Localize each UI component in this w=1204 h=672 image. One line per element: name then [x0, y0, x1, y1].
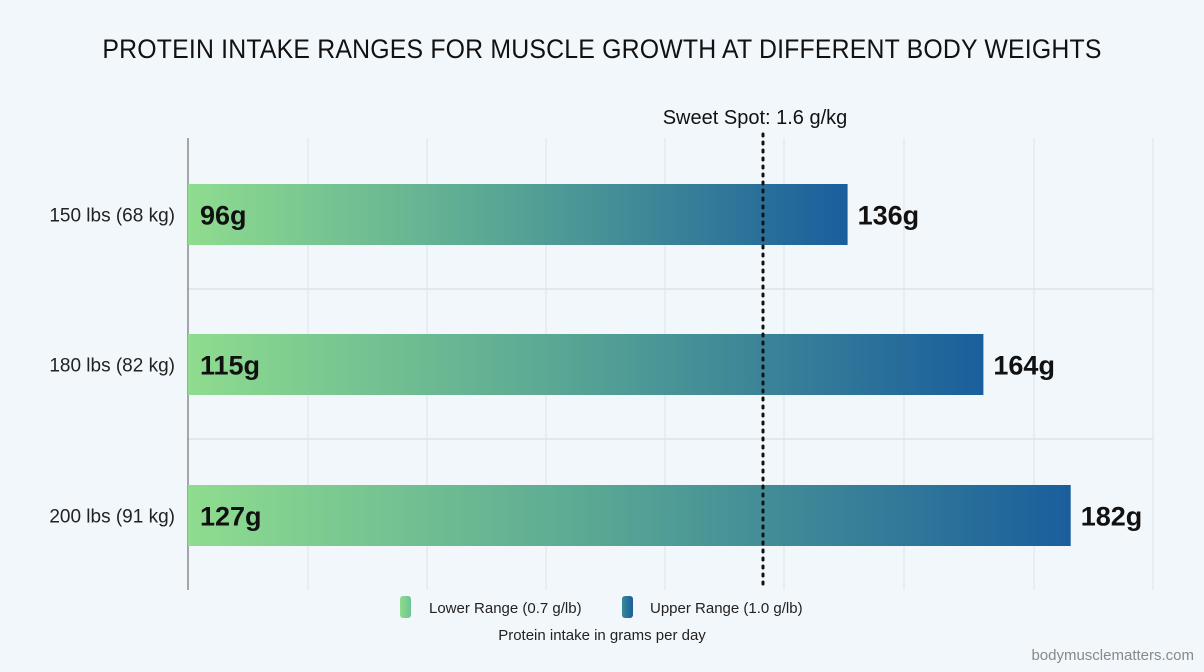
lower-value-label: 127g: [200, 502, 262, 532]
category-label: 180 lbs (82 kg): [49, 356, 175, 377]
legend-label-upper: Upper Range (1.0 g/lb): [650, 600, 803, 617]
sweet-spot-label: Sweet Spot: 1.6 g/kg: [663, 107, 848, 129]
legend-swatch-upper: [622, 596, 633, 618]
legend-label-lower: Lower Range (0.7 g/lb): [429, 600, 582, 617]
lower-value-label: 96g: [200, 201, 247, 231]
legend-swatch-lower: [400, 596, 411, 618]
range-bar: [188, 485, 1071, 546]
lower-value-label: 115g: [200, 351, 260, 381]
category-label: 200 lbs (91 kg): [49, 507, 175, 528]
range-bar: [188, 334, 984, 395]
category-label: 150 lbs (68 kg): [49, 206, 175, 227]
x-axis-label: Protein intake in grams per day: [498, 627, 706, 644]
range-bar: [188, 184, 848, 245]
source-credit: bodymusclematters.com: [1031, 647, 1194, 664]
upper-value-label: 182g: [1081, 502, 1143, 532]
chart-title: PROTEIN INTAKE RANGES FOR MUSCLE GROWTH …: [102, 34, 1102, 64]
upper-value-label: 136g: [858, 201, 920, 231]
upper-value-label: 164g: [993, 351, 1055, 381]
